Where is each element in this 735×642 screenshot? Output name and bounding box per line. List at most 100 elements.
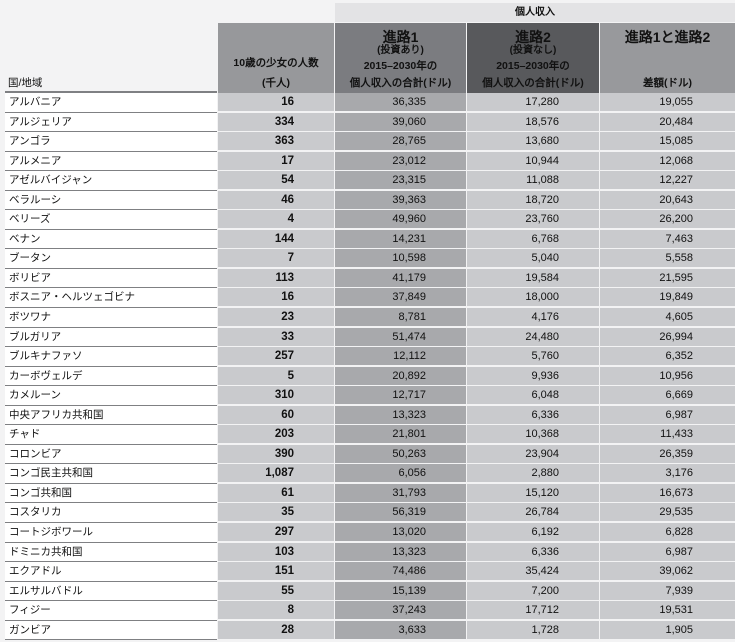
country-cell: カメルーン <box>5 386 217 406</box>
country-cell: ボツワナ <box>5 308 217 328</box>
table-row: アンゴラ 363 28,765 13,680 15,085 <box>0 132 735 152</box>
difference-cell: 26,200 <box>600 210 735 229</box>
table-row: ボツワナ 23 8,781 4,176 4,605 <box>0 308 735 328</box>
country-cell: カーボヴェルデ <box>5 366 217 387</box>
path2-income-cell: 26,784 <box>467 503 599 522</box>
table-row: ブルキナファソ 257 12,112 5,760 6,352 <box>0 347 735 367</box>
table-row: アゼルバイジャン 54 23,315 11,088 12,227 <box>0 171 735 191</box>
path2-note: (投資なし) <box>509 45 557 56</box>
country-cell: ブルキナファソ <box>5 347 217 367</box>
country-cell: ベリーズ <box>5 210 217 230</box>
girls-count-cell: 23 <box>218 308 334 327</box>
girls-count-cell: 28 <box>218 620 334 639</box>
path2-income-cell: 1,728 <box>467 620 599 639</box>
path1-income-cell: 8,781 <box>335 308 466 327</box>
table-row: コンゴ共和国 61 31,793 15,120 16,673 <box>0 483 735 504</box>
difference-cell: 6,987 <box>600 405 735 424</box>
girls-count-cell: 7 <box>218 249 334 268</box>
path1-income-cell: 51,474 <box>335 327 466 346</box>
table-row: フィジー 8 37,243 17,712 19,531 <box>0 601 735 621</box>
girls-header-line1: 10歳の少女の人数 <box>233 57 319 69</box>
path1-title: 進路1 <box>382 29 419 45</box>
girls-count-cell: 103 <box>218 542 334 561</box>
country-cell: チャド <box>5 425 217 445</box>
difference-cell: 39,062 <box>600 562 735 581</box>
diff-subtitle: 差額(ドル) <box>643 77 692 89</box>
path2-income-cell: 9,936 <box>467 366 599 385</box>
path2-income-cell: 6,336 <box>467 542 599 561</box>
difference-cell: 6,669 <box>600 386 735 405</box>
path2-income-cell: 7,200 <box>467 581 599 600</box>
table-row: チャド 203 21,801 10,368 11,433 <box>0 425 735 445</box>
difference-cell: 21,595 <box>600 268 735 287</box>
path1-income-cell: 74,486 <box>335 562 466 581</box>
country-cell: コスタリカ <box>5 503 217 523</box>
girls-count-cell: 257 <box>218 347 334 366</box>
path1-income-cell: 50,263 <box>335 444 466 463</box>
path1-income-cell: 12,112 <box>335 347 466 366</box>
path1-note: (投資あり) <box>377 45 424 56</box>
difference-cell: 29,535 <box>600 503 735 522</box>
path1-income-cell: 14,231 <box>335 229 466 248</box>
path2-income-cell: 17,712 <box>467 601 599 620</box>
path2-income-cell: 6,048 <box>467 386 599 405</box>
difference-cell: 15,085 <box>600 132 735 151</box>
table-row: ブルガリア 33 51,474 24,480 26,994 <box>0 327 735 348</box>
path2-income-cell: 5,760 <box>467 347 599 366</box>
table-row: ベナン 144 14,231 6,768 7,463 <box>0 229 735 250</box>
table-row: ベラルーシ 46 39,363 18,720 20,643 <box>0 190 735 211</box>
path1-income-cell: 6,056 <box>335 464 466 483</box>
path2-income-cell: 23,904 <box>467 444 599 463</box>
girls-count-cell: 363 <box>218 132 334 151</box>
path1-income-cell: 21,801 <box>335 425 466 444</box>
path1-line1: 2015–2030年の <box>363 60 438 72</box>
girls-count-cell: 5 <box>218 366 334 385</box>
girls-count-cell: 203 <box>218 425 334 444</box>
difference-cell: 6,828 <box>600 523 735 542</box>
country-cell: アルメニア <box>5 151 217 172</box>
girls-count-cell: 33 <box>218 327 334 346</box>
girls-count-cell: 54 <box>218 171 334 190</box>
path1-income-cell: 15,139 <box>335 581 466 600</box>
country-cell: アルバニア <box>5 93 217 113</box>
path2-income-cell: 4,176 <box>467 308 599 327</box>
difference-cell: 16,673 <box>600 483 735 502</box>
table-row: ベリーズ 4 49,960 23,760 26,200 <box>0 210 735 230</box>
path1-income-cell: 41,179 <box>335 268 466 287</box>
girls-count-cell: 60 <box>218 405 334 424</box>
path1-income-cell: 49,960 <box>335 210 466 229</box>
difference-cell: 7,939 <box>600 581 735 600</box>
difference-cell: 6,987 <box>600 542 735 561</box>
path2-income-cell: 6,768 <box>467 229 599 248</box>
path1-income-cell: 56,319 <box>335 503 466 522</box>
girls-count-cell: 310 <box>218 386 334 405</box>
country-cell: 中央アフリカ共和国 <box>5 405 217 426</box>
path2-income-cell: 13,680 <box>467 132 599 151</box>
table-row: アルバニア 16 36,335 17,280 19,055 <box>0 93 735 113</box>
girls-header-line2: (千人) <box>262 77 290 89</box>
girls-count-cell: 46 <box>218 190 334 209</box>
path2-income-cell: 19,584 <box>467 268 599 287</box>
difference-cell: 12,227 <box>600 171 735 190</box>
difference-cell: 1,905 <box>600 620 735 639</box>
table-row: ボスニア・ヘルツェゴビナ 16 37,849 18,000 19,849 <box>0 288 735 308</box>
country-cell: アンゴラ <box>5 132 217 152</box>
table-row: カメルーン 310 12,717 6,048 6,669 <box>0 386 735 406</box>
path1-income-cell: 20,892 <box>335 366 466 385</box>
table-row: カーボヴェルデ 5 20,892 9,936 10,956 <box>0 366 735 387</box>
path1-income-cell: 23,315 <box>335 171 466 190</box>
girls-count-cell: 113 <box>218 268 334 287</box>
girls-count-cell: 16 <box>218 288 334 307</box>
table-row: ブータン 7 10,598 5,040 5,558 <box>0 249 735 269</box>
table-row: エクアドル 151 74,486 35,424 39,062 <box>0 562 735 582</box>
country-cell: ボリビア <box>5 268 217 289</box>
country-cell: コロンビア <box>5 444 217 465</box>
table-row: コートジボワール 297 13,020 6,192 6,828 <box>0 523 735 543</box>
column-header-country: 国/地域 <box>5 23 217 93</box>
path2-income-cell: 24,480 <box>467 327 599 346</box>
path2-income-cell: 6,336 <box>467 405 599 424</box>
girls-count-cell: 17 <box>218 151 334 170</box>
country-cell: ブータン <box>5 249 217 269</box>
country-cell: フィジー <box>5 601 217 621</box>
table-row: ボリビア 113 41,179 19,584 21,595 <box>0 268 735 289</box>
